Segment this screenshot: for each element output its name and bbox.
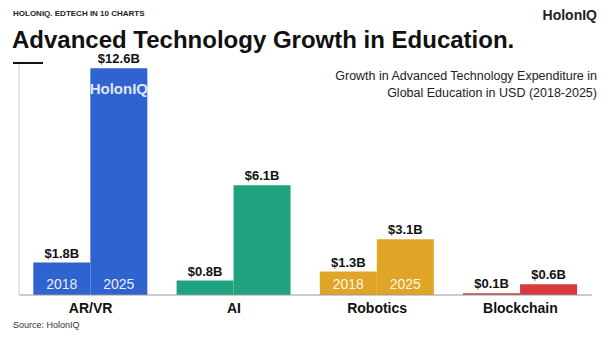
svg-text:Blockchain: Blockchain <box>483 300 558 316</box>
html-text:Advanced Technology Growth in: Advanced Technology Growth in Education. <box>12 26 515 53</box>
html-text:Source: HolonIQ: Source: HolonIQ <box>13 320 80 330</box>
svg-text:Robotics: Robotics <box>347 300 407 316</box>
html-text:HolonIQ: HolonIQ <box>542 7 597 23</box>
svg-text:2018: 2018 <box>333 276 364 292</box>
svg-text:$6.1B: $6.1B <box>245 168 280 183</box>
svg-text:2025: 2025 <box>390 276 421 292</box>
svg-text:$12.6B: $12.6B <box>98 51 140 66</box>
svg-text:2025: 2025 <box>103 276 134 292</box>
svg-text:AI: AI <box>227 300 241 316</box>
svg-text:$1.8B: $1.8B <box>44 246 79 261</box>
html-text:Growth in Advanced Technology: Growth in Advanced Technology Expenditur… <box>335 69 597 100</box>
svg-text:HolonIQ: HolonIQ <box>90 80 149 97</box>
html-text:HOLONIQ. EDTECH IN 10 CHARTS: HOLONIQ. EDTECH IN 10 CHARTS <box>13 9 145 18</box>
svg-text:$0.6B: $0.6B <box>531 267 566 282</box>
svg-text:$3.1B: $3.1B <box>388 222 423 237</box>
svg-text:2018: 2018 <box>46 276 77 292</box>
svg-text:$0.8B: $0.8B <box>188 264 223 279</box>
svg-text:AR/VR: AR/VR <box>69 300 113 316</box>
svg-text:$0.1B: $0.1B <box>474 276 509 291</box>
svg-text:$1.3B: $1.3B <box>331 255 366 270</box>
